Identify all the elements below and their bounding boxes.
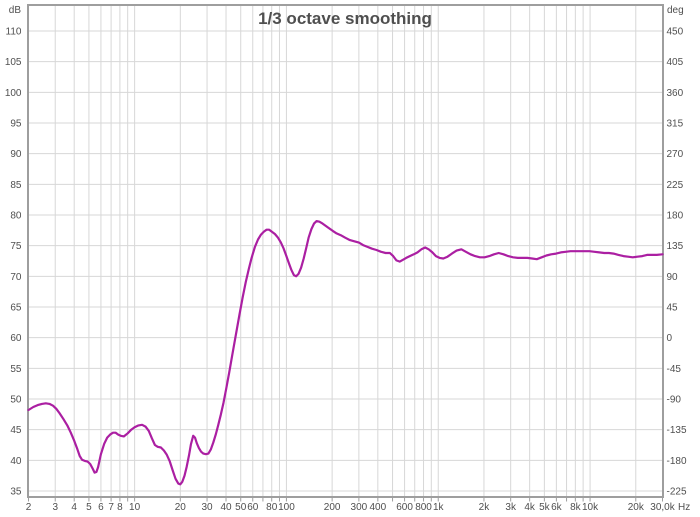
- deg-tick-label: -90: [667, 395, 682, 406]
- freq-tick-label: 3: [52, 502, 58, 513]
- freq-tick-label: 400: [369, 502, 386, 513]
- deg-tick-label: -225: [667, 487, 687, 498]
- db-tick-label: 100: [5, 88, 22, 99]
- freq-tick-label: 2k: [479, 502, 491, 513]
- freq-tick-label: 6: [98, 502, 104, 513]
- freq-tick-label: 5k: [539, 502, 551, 513]
- db-tick-label: 70: [10, 272, 22, 283]
- freq-tick-label: 4: [71, 502, 77, 513]
- freq-tick-label: 1k: [433, 502, 445, 513]
- freq-tick-label: 30: [201, 502, 213, 513]
- freq-tick-label: 80: [266, 502, 278, 513]
- chart-title: 1/3 octave smoothing: [258, 9, 432, 28]
- freq-tick-label: 10k: [582, 502, 599, 513]
- freq-tick-label: 200: [324, 502, 341, 513]
- plot-border: [27, 4, 664, 498]
- right-axis-unit-label: deg: [667, 5, 684, 16]
- deg-tick-label: 135: [667, 241, 684, 252]
- freq-tick-label: 5: [86, 502, 92, 513]
- freq-tick-label: 20: [175, 502, 187, 513]
- db-tick-label: 75: [10, 241, 22, 252]
- tick-labels: 1101051009590858075706560555045403545040…: [5, 27, 687, 514]
- deg-tick-label: -45: [667, 364, 682, 375]
- db-tick-label: 40: [10, 456, 22, 467]
- deg-tick-label: 45: [667, 303, 679, 314]
- freq-tick-label: 20k: [628, 502, 645, 513]
- deg-tick-label: 0: [667, 333, 673, 344]
- deg-tick-label: 180: [667, 211, 684, 222]
- freq-tick-label: 50: [235, 502, 247, 513]
- deg-tick-label: 90: [667, 272, 679, 283]
- deg-tick-label: 450: [667, 27, 684, 38]
- freq-tick-label: 10: [129, 502, 141, 513]
- freq-tick-label: 100: [278, 502, 295, 513]
- freq-tick-label: 60: [247, 502, 259, 513]
- freq-tick-label: 300: [351, 502, 368, 513]
- tick-marks: [28, 498, 663, 502]
- db-tick-label: 105: [5, 57, 22, 68]
- db-tick-label: 110: [6, 27, 22, 38]
- freq-tick-label: 8: [117, 502, 123, 513]
- freq-tick-label: 4k: [524, 502, 536, 513]
- db-tick-label: 65: [10, 303, 22, 314]
- deg-tick-label: -135: [667, 425, 687, 436]
- deg-tick-label: 360: [667, 88, 684, 99]
- freq-tick-label: 40: [220, 502, 232, 513]
- db-tick-label: 60: [10, 333, 22, 344]
- response-curve: [27, 220, 664, 486]
- deg-tick-label: 405: [667, 57, 684, 68]
- db-tick-label: 95: [10, 119, 22, 130]
- freq-tick-label: 3k: [505, 502, 517, 513]
- deg-tick-label: 225: [667, 180, 684, 191]
- freq-tick-label: 30,0k: [650, 502, 675, 513]
- freq-tick-label: 7: [108, 502, 114, 513]
- freq-tick-label: 8k: [570, 502, 582, 513]
- db-tick-label: 55: [10, 364, 22, 375]
- left-axis-unit-label: dB: [9, 5, 22, 16]
- freq-tick-label: 600: [396, 502, 413, 513]
- db-tick-label: 50: [10, 395, 22, 406]
- freq-tick-label: 2: [26, 502, 32, 513]
- db-tick-label: 80: [10, 211, 22, 222]
- db-tick-label: 45: [10, 425, 22, 436]
- deg-tick-label: 315: [667, 119, 684, 130]
- db-tick-label: 90: [10, 149, 22, 160]
- bottom-axis-unit-label: Hz: [678, 502, 690, 513]
- db-tick-label: 35: [10, 487, 22, 498]
- db-tick-label: 85: [10, 180, 22, 191]
- deg-tick-label: 270: [667, 149, 684, 160]
- freq-tick-label: 800: [415, 502, 432, 513]
- freq-tick-label: 6k: [551, 502, 563, 513]
- deg-tick-label: -180: [667, 456, 687, 467]
